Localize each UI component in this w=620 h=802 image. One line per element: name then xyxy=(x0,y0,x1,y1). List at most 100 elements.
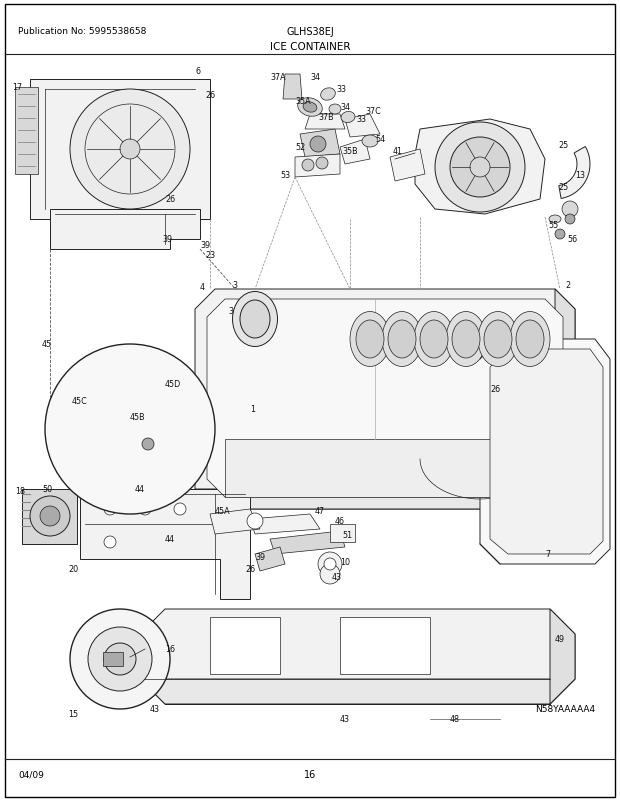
Text: 15: 15 xyxy=(68,710,78,719)
Ellipse shape xyxy=(240,301,270,338)
Circle shape xyxy=(470,158,490,178)
Bar xyxy=(130,419,158,439)
Text: 43: 43 xyxy=(340,715,350,723)
Circle shape xyxy=(555,229,565,240)
Polygon shape xyxy=(255,547,285,571)
Text: 37C: 37C xyxy=(365,107,381,116)
Text: 33: 33 xyxy=(336,85,346,95)
Polygon shape xyxy=(345,115,380,138)
Text: 45B: 45B xyxy=(130,413,146,422)
Text: 4: 4 xyxy=(200,283,205,292)
Circle shape xyxy=(247,513,263,529)
Ellipse shape xyxy=(232,292,278,347)
Polygon shape xyxy=(295,155,340,178)
Polygon shape xyxy=(390,150,425,182)
Text: 3: 3 xyxy=(232,280,237,290)
Polygon shape xyxy=(283,75,302,100)
Circle shape xyxy=(318,553,342,577)
Polygon shape xyxy=(270,532,345,554)
Text: 44: 44 xyxy=(135,485,145,494)
Text: 56: 56 xyxy=(567,235,577,244)
Text: 47: 47 xyxy=(315,507,325,516)
Ellipse shape xyxy=(356,321,384,358)
Circle shape xyxy=(302,160,314,172)
Polygon shape xyxy=(207,300,563,497)
Text: 41: 41 xyxy=(393,148,403,156)
Bar xyxy=(330,525,355,542)
Polygon shape xyxy=(415,119,545,215)
Polygon shape xyxy=(555,290,575,509)
Text: 18: 18 xyxy=(15,487,25,496)
Bar xyxy=(22,489,77,545)
Polygon shape xyxy=(30,80,210,220)
Text: 43: 43 xyxy=(150,705,160,714)
Circle shape xyxy=(435,123,525,213)
Ellipse shape xyxy=(382,312,422,367)
Text: 23: 23 xyxy=(205,250,215,259)
Text: 51: 51 xyxy=(342,530,352,539)
Text: 39: 39 xyxy=(255,553,265,561)
Text: 3: 3 xyxy=(228,307,233,316)
Circle shape xyxy=(310,137,326,153)
Text: N58YAAAAA4: N58YAAAAA4 xyxy=(535,705,595,714)
Text: 45D: 45D xyxy=(165,380,181,389)
Text: GLHS38EJ: GLHS38EJ xyxy=(286,27,334,37)
Polygon shape xyxy=(250,514,320,534)
Circle shape xyxy=(70,90,190,210)
Polygon shape xyxy=(340,618,430,674)
Ellipse shape xyxy=(303,103,317,113)
Ellipse shape xyxy=(298,99,322,117)
Ellipse shape xyxy=(362,136,378,148)
Text: 46: 46 xyxy=(335,516,345,526)
Polygon shape xyxy=(140,679,575,704)
Circle shape xyxy=(104,504,116,516)
Bar xyxy=(103,652,123,666)
Text: 35A: 35A xyxy=(295,97,311,107)
Bar xyxy=(165,390,195,411)
Text: 49: 49 xyxy=(555,634,565,644)
Text: 52: 52 xyxy=(295,144,305,152)
Ellipse shape xyxy=(329,105,341,115)
Text: 25: 25 xyxy=(558,184,569,192)
Text: 34: 34 xyxy=(310,74,320,83)
Circle shape xyxy=(40,506,60,526)
Ellipse shape xyxy=(478,312,518,367)
Ellipse shape xyxy=(350,312,390,367)
Text: 17: 17 xyxy=(12,83,22,92)
Polygon shape xyxy=(210,509,260,534)
Polygon shape xyxy=(140,610,575,704)
Polygon shape xyxy=(195,290,575,509)
Text: 34: 34 xyxy=(340,103,350,112)
Polygon shape xyxy=(80,489,250,599)
Text: 2: 2 xyxy=(565,280,570,290)
Text: 33: 33 xyxy=(356,115,366,124)
Circle shape xyxy=(142,439,154,451)
Text: 26: 26 xyxy=(490,385,500,394)
Text: 10: 10 xyxy=(340,558,350,567)
Circle shape xyxy=(450,138,510,198)
Polygon shape xyxy=(480,339,610,565)
Circle shape xyxy=(562,202,578,217)
Polygon shape xyxy=(559,148,590,199)
Polygon shape xyxy=(300,130,340,158)
Text: 35B: 35B xyxy=(342,148,358,156)
Circle shape xyxy=(45,345,215,514)
Text: 26: 26 xyxy=(245,565,255,573)
Ellipse shape xyxy=(549,216,561,224)
Circle shape xyxy=(88,627,152,691)
Ellipse shape xyxy=(388,321,416,358)
Text: 45A: 45A xyxy=(215,507,231,516)
Circle shape xyxy=(174,504,186,516)
Text: 44: 44 xyxy=(165,535,175,544)
Polygon shape xyxy=(225,439,545,497)
Circle shape xyxy=(30,496,70,537)
Text: Publication No: 5995538658: Publication No: 5995538658 xyxy=(18,27,146,36)
Ellipse shape xyxy=(321,89,335,101)
Text: 37A: 37A xyxy=(270,74,286,83)
Ellipse shape xyxy=(446,312,486,367)
Text: 54: 54 xyxy=(375,136,385,144)
Text: ICE CONTAINER: ICE CONTAINER xyxy=(270,42,350,52)
Text: 13: 13 xyxy=(575,170,585,180)
Text: 37B: 37B xyxy=(318,113,334,123)
Text: 1: 1 xyxy=(250,405,255,414)
